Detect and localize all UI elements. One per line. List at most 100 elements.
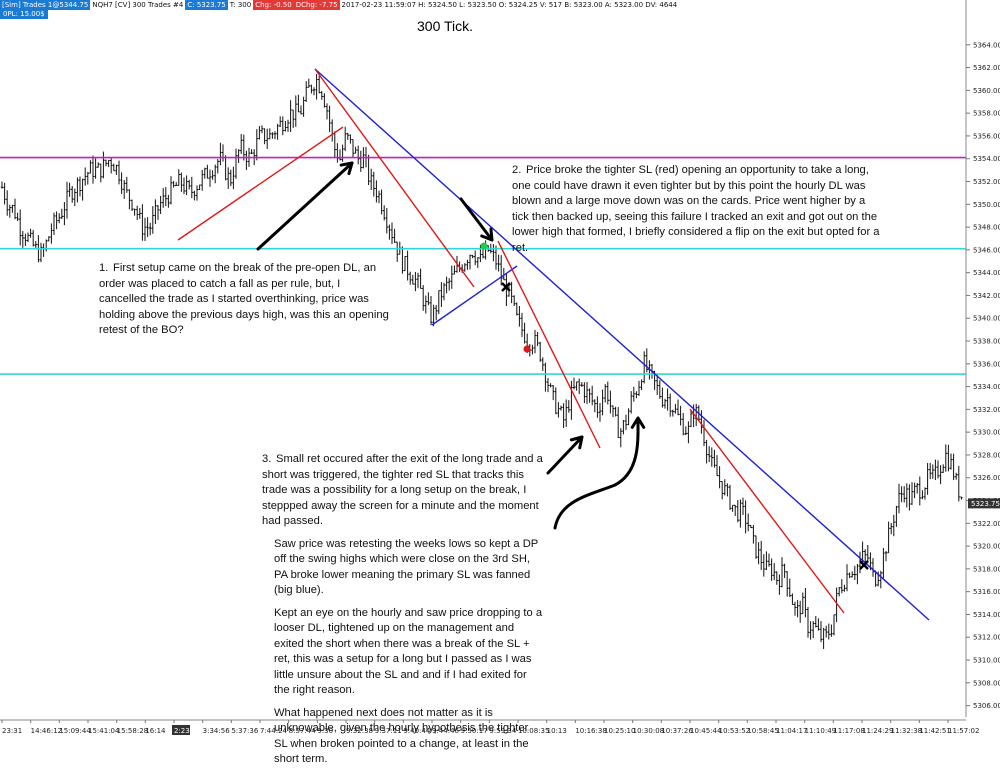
time-tick-label: 2:23: [174, 727, 190, 735]
price-tick-label: 5328.00: [973, 451, 1000, 459]
time-tick-label: 10:37:26: [661, 727, 693, 735]
time-tick-label: 9:50:17: [461, 727, 488, 735]
annotation-3-number: 3.: [262, 453, 272, 465]
price-tick-label: 5310.00: [973, 657, 1000, 665]
annotation-3-para-2: Saw price was retesting the weeks lows s…: [274, 537, 539, 597]
tight-downtrend-line-1: [314, 68, 475, 288]
time-tick-label: 11:17:08: [833, 727, 864, 735]
price-tick-label: 5362.00: [973, 64, 1000, 72]
trendlines-group: [177, 68, 930, 621]
time-tick-label: 9:44:46: [432, 727, 460, 735]
time-highlight-tag: [172, 725, 190, 735]
price-tick-label: 5348.00: [973, 224, 1000, 232]
price-bars-group: [0, 74, 963, 649]
time-tick-label: 10:25:10: [604, 727, 635, 735]
arrows-group: [256, 161, 646, 530]
arrow-1: [256, 161, 354, 251]
time-tick-label: 3:34:56: [203, 727, 231, 735]
time-tick-label: 15:09:44: [59, 727, 91, 735]
time-tick-label: 11:10:49: [805, 727, 836, 735]
price-tick-label: 5318.00: [973, 565, 1000, 573]
annotation-3: 3. Small ret occured after the exit of th…: [262, 452, 544, 775]
pnl-badge: 0PL: 15.00$: [0, 10, 48, 19]
time-tick-label: 7:44:24: [260, 727, 288, 735]
time-tick-label: 16:14: [145, 727, 166, 735]
price-chart[interactable]: 5364.00 5362.00 5360.00 5358.00 5356.00 5354.…: [0, 0, 1000, 737]
time-tick-label: 15:41:04: [88, 727, 120, 735]
annotation-3-para-3: Kept an eye on the hourly and saw price …: [274, 606, 543, 697]
price-tick-label: 5322.00: [973, 520, 1000, 528]
exit-x-mark-1: [501, 282, 511, 292]
tight-downtrend-line-3: [689, 408, 845, 614]
arrow-1-head: [339, 161, 354, 176]
arrow-2: [459, 197, 494, 242]
arrow-3: [546, 435, 584, 475]
annotation-2-text: Price broke the tighter SL (red) opening…: [512, 164, 880, 254]
instrument-label: NQH7 [CV] 300 Trades #4: [92, 1, 184, 9]
time-tick-label: 10:08:35: [518, 727, 549, 735]
preopen-uptrend-line: [177, 126, 344, 241]
time-tick-label: 11:42:51: [919, 727, 950, 735]
price-tick-label: 5326.00: [973, 474, 1000, 482]
sim-account-badge[interactable]: [Sim] Trades 1@5344.75: [0, 0, 91, 10]
annotation-2-number: 2.: [512, 164, 522, 176]
time-tick-label: 9:59:34: [489, 727, 517, 735]
arrow-4-head: [630, 416, 646, 429]
time-tick-label: 10:45:44: [690, 727, 722, 735]
annotation-1-number: 1.: [99, 262, 109, 274]
price-tick-label: 5314.00: [973, 611, 1000, 619]
trade-markers-group: [480, 242, 869, 570]
exit-x-mark-2: [859, 560, 869, 570]
tick-size-label: T: 300: [229, 1, 252, 9]
price-tick-label: 5306.00: [973, 702, 1000, 710]
price-tick-label: 5352.00: [973, 178, 1000, 186]
price-tick-label: 5344.00: [973, 269, 1000, 277]
time-tick-label: 23:31: [2, 727, 22, 735]
price-tick-label: 5360.00: [973, 87, 1000, 95]
price-tick-label: 5342.00: [973, 292, 1000, 300]
daily-change-badge: DChg: -7.75: [293, 0, 340, 10]
change-badge: Chg: -0.50: [253, 0, 294, 10]
arrow-4: [553, 418, 640, 530]
time-tick-label: 5:37:36: [231, 727, 259, 735]
price-tick-label: 5320.00: [973, 543, 1000, 551]
annotation-1: 1. First setup came on the break of the p…: [99, 261, 389, 339]
time-tick-label: 11:04:17: [776, 727, 807, 735]
price-axis[interactable]: 5364.00 5362.00 5360.00 5358.00 5356.00 5354.…: [965, 0, 1000, 717]
price-tick-label: 5346.00: [973, 246, 1000, 254]
price-tick-label: 5338.00: [973, 338, 1000, 346]
price-tick-label: 5354.00: [973, 155, 1000, 163]
ohlc-readout: 2017-02-23 11:59:07 H: 5324.50 L: 5323.5…: [341, 1, 678, 9]
time-axis[interactable]: 23:31 14:46:1215:09:4415:41:0415:58:2816:…: [0, 719, 979, 735]
annotation-3-para-1: Small ret occured after the exit of the …: [262, 453, 543, 527]
annotation-1-text: First setup came on the break of the pre…: [99, 262, 389, 336]
time-tick-label: 9:30: [317, 727, 333, 735]
time-tick-label: 10:53:52: [719, 727, 750, 735]
price-tick-label: 5312.00: [973, 634, 1000, 642]
last-price-tag-label: 5323.75: [971, 500, 1000, 508]
time-tick-label: 11:24:29: [862, 727, 893, 735]
price-tick-label: 5340.00: [973, 315, 1000, 323]
exit-dot: [523, 345, 531, 353]
price-tick-label: 5358.00: [973, 110, 1000, 118]
tight-uptrend-line: [431, 265, 518, 326]
time-tick-label: 10:58:45: [747, 727, 778, 735]
time-tick-label: 10:13: [547, 727, 567, 735]
entry-dot: [480, 242, 488, 250]
time-tick-label: 8:57:44: [289, 727, 317, 735]
arrow-2-head: [480, 227, 494, 242]
price-tick-label: 5330.00: [973, 429, 1000, 437]
last-price-tag: [968, 498, 1000, 509]
time-tick-label: 10:16:38: [575, 727, 606, 735]
tight-downtrend-line-2: [497, 240, 601, 449]
time-tick-label: 9:32:38: [346, 727, 373, 735]
price-tick-label: 5316.00: [973, 588, 1000, 596]
arrow-3-head: [569, 435, 584, 450]
price-tick-label: 5334.00: [973, 383, 1000, 391]
price-tick-label: 5350.00: [973, 201, 1000, 209]
price-tick-label: 5332.00: [973, 406, 1000, 414]
time-tick-label: 11:57:02: [948, 727, 979, 735]
time-tick-label: 11:32:38: [891, 727, 922, 735]
price-tick-label: 5364.00: [973, 41, 1000, 49]
time-tick-label: 10:30:08: [633, 727, 664, 735]
